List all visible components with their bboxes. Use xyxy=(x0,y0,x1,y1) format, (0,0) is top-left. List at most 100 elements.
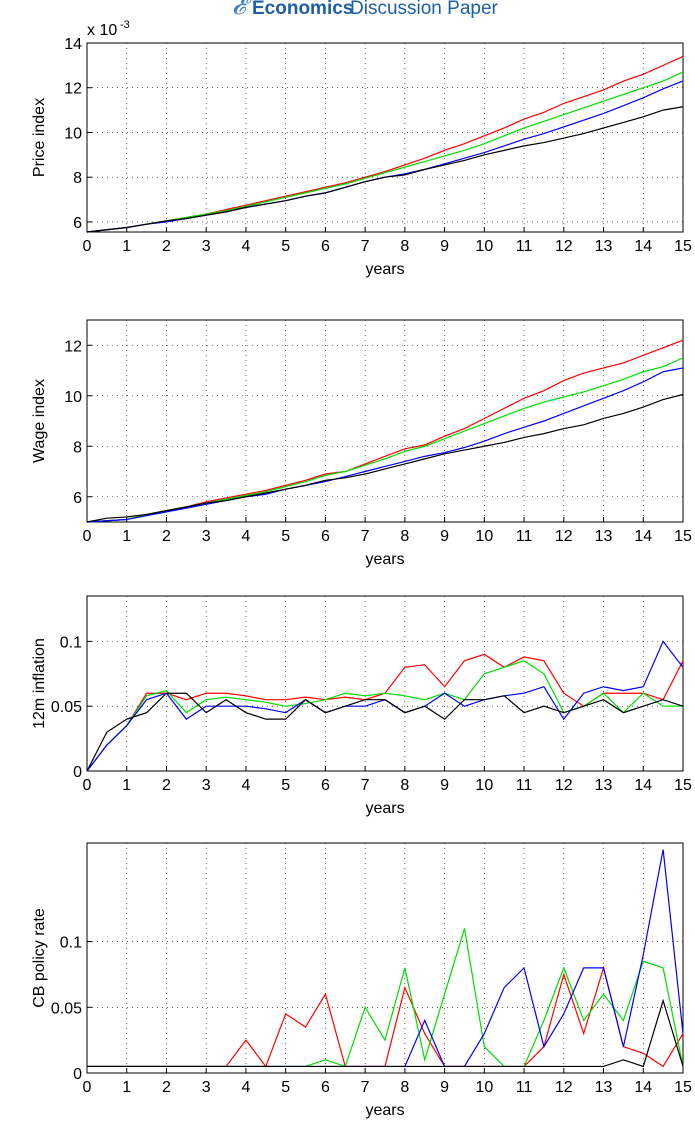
series-line xyxy=(87,998,684,1068)
x-tick-label: 11 xyxy=(516,528,533,545)
y-tick-label: 0.05 xyxy=(51,699,82,716)
x-tick-label: 9 xyxy=(440,777,449,794)
series-line xyxy=(86,106,684,233)
x-tick-label: 15 xyxy=(674,528,692,545)
x-tick-label: 2 xyxy=(162,528,171,545)
x-tick-label: 3 xyxy=(202,238,211,255)
y-tick-label: 6 xyxy=(73,490,82,507)
x-tick-label: 15 xyxy=(674,1079,692,1096)
x-tick-label: 0 xyxy=(83,1079,92,1096)
x-tick-label: 5 xyxy=(281,238,290,255)
x-tick-label: 1 xyxy=(122,238,131,255)
x-tick-label: 15 xyxy=(674,777,692,794)
y-tick-label: 0.1 xyxy=(60,935,82,952)
series-line xyxy=(86,339,684,523)
x-tick-label: 6 xyxy=(321,528,330,545)
y-tick-label: 8 xyxy=(73,170,82,187)
plot-frame xyxy=(86,842,684,1074)
x-tick-label: 4 xyxy=(241,1079,250,1096)
x-tick-label: 14 xyxy=(634,1079,652,1096)
x-axis-label: years xyxy=(365,261,404,278)
series-line xyxy=(86,80,684,233)
logo-e: 𝓔 xyxy=(232,0,252,20)
x-tick-label: 13 xyxy=(595,1079,613,1096)
x-tick-label: 4 xyxy=(241,238,250,255)
x-tick-label: 2 xyxy=(162,777,171,794)
x-tick-label: 13 xyxy=(595,238,613,255)
y-tick-label: 0.05 xyxy=(51,1000,82,1017)
y-tick-label: 0.1 xyxy=(60,634,82,651)
x-tick-label: 0 xyxy=(83,528,92,545)
x-tick-label: 1 xyxy=(122,1079,131,1096)
x-axis-label: years xyxy=(365,800,404,817)
x-tick-label: 9 xyxy=(440,238,449,255)
x-tick-label: 10 xyxy=(475,777,493,794)
x-tick-label: 10 xyxy=(475,528,493,545)
x-axis-label: years xyxy=(365,551,404,568)
x-tick-label: 5 xyxy=(281,777,290,794)
plot-frame xyxy=(86,319,684,523)
x-tick-label: 4 xyxy=(241,528,250,545)
series-line xyxy=(86,393,684,523)
y-tick-label: 0 xyxy=(73,1066,82,1083)
x-tick-label: 9 xyxy=(440,528,449,545)
series-line xyxy=(87,928,684,1068)
x-tick-label: 14 xyxy=(634,238,652,255)
y-tick-label: 10 xyxy=(64,125,82,142)
y-axis-label: Wage index xyxy=(31,379,48,463)
y-axis-label: CB policy rate xyxy=(31,908,48,1008)
x-tick-label: 12 xyxy=(555,238,573,255)
y-tick-label: 12 xyxy=(64,81,82,98)
series-line xyxy=(86,640,684,772)
y-tick-label: 14 xyxy=(64,36,82,53)
x-axis-label: years xyxy=(365,1102,404,1119)
x-tick-label: 8 xyxy=(400,528,409,545)
x-tick-label: 6 xyxy=(321,777,330,794)
plot-frame xyxy=(86,42,684,233)
series-line xyxy=(87,965,684,1068)
series-line xyxy=(86,357,684,523)
series-line xyxy=(86,692,684,772)
series-line xyxy=(86,55,684,233)
x-tick-label: 12 xyxy=(555,528,573,545)
x-tick-label: 3 xyxy=(202,1079,211,1096)
x-tick-label: 5 xyxy=(281,528,290,545)
x-tick-label: 6 xyxy=(321,1079,330,1096)
x-tick-label: 13 xyxy=(595,528,613,545)
x-tick-label: 10 xyxy=(475,238,493,255)
series-line xyxy=(87,849,684,1068)
x-tick-label: 4 xyxy=(241,777,250,794)
x-tick-label: 7 xyxy=(361,528,370,545)
x-tick-label: 14 xyxy=(634,528,652,545)
x-tick-label: 2 xyxy=(162,1079,171,1096)
header-subtitle: Discussion Paper xyxy=(350,0,499,19)
x-tick-label: 0 xyxy=(83,238,92,255)
x-tick-label: 13 xyxy=(595,777,613,794)
y-tick-label: 8 xyxy=(73,439,82,456)
y-axis-label: Price index xyxy=(31,98,48,177)
x-tick-label: 1 xyxy=(122,777,131,794)
x-tick-label: 11 xyxy=(516,1079,533,1096)
x-tick-label: 7 xyxy=(361,238,370,255)
series-line xyxy=(86,71,684,233)
plot-frame xyxy=(86,595,684,772)
x-tick-label: 8 xyxy=(400,238,409,255)
y-tick-label: 0 xyxy=(73,764,82,781)
x-tick-label: 10 xyxy=(475,1079,493,1096)
y-exponent-power: -3 xyxy=(120,19,130,31)
x-tick-label: 12 xyxy=(555,1079,573,1096)
y-tick-label: 12 xyxy=(64,338,82,355)
x-tick-label: 15 xyxy=(674,238,692,255)
x-tick-label: 11 xyxy=(516,777,533,794)
x-tick-label: 14 xyxy=(634,777,652,794)
x-tick-label: 3 xyxy=(202,777,211,794)
x-tick-label: 5 xyxy=(281,1079,290,1096)
x-tick-label: 1 xyxy=(122,528,131,545)
x-tick-label: 9 xyxy=(440,1079,449,1096)
x-tick-label: 8 xyxy=(400,777,409,794)
series-line xyxy=(86,660,683,772)
y-axis-label: 12m inflation xyxy=(31,638,48,729)
x-tick-label: 2 xyxy=(162,238,171,255)
header-brand: Economics xyxy=(252,0,353,19)
